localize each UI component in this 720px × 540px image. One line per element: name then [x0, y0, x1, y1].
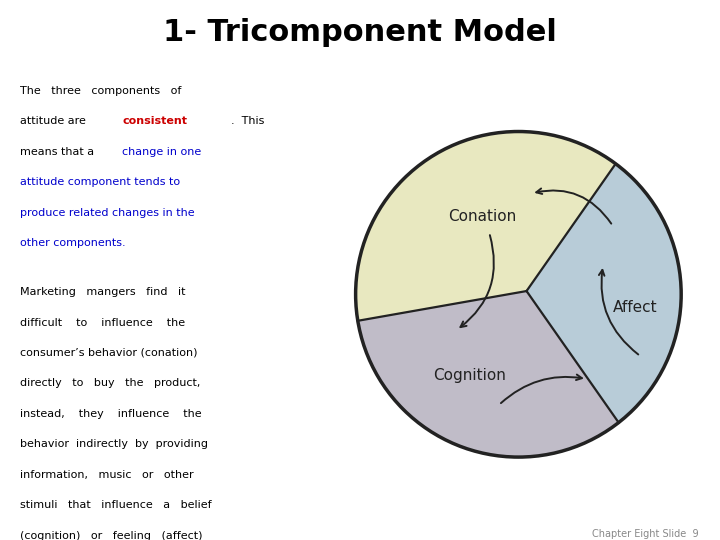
Text: Conation: Conation — [449, 208, 517, 224]
Text: .  This: . This — [231, 116, 264, 126]
Polygon shape — [358, 291, 618, 457]
Polygon shape — [356, 132, 616, 321]
Text: attitude are: attitude are — [20, 116, 89, 126]
Polygon shape — [526, 164, 681, 423]
Text: means that a: means that a — [20, 147, 98, 157]
Text: information,   music   or   other: information, music or other — [20, 470, 194, 480]
Text: other components.: other components. — [20, 238, 125, 248]
Text: Chapter Eight Slide  9: Chapter Eight Slide 9 — [592, 529, 698, 538]
Text: The   three   components   of: The three components of — [20, 86, 181, 96]
Circle shape — [356, 132, 681, 457]
Text: (cognition)   or   feeling   (affect): (cognition) or feeling (affect) — [20, 531, 202, 540]
Text: consumer’s behavior (conation): consumer’s behavior (conation) — [20, 348, 197, 358]
Text: difficult    to    influence    the: difficult to influence the — [20, 318, 185, 328]
Text: 1- Tricomponent Model: 1- Tricomponent Model — [163, 18, 557, 47]
Text: behavior  indirectly  by  providing: behavior indirectly by providing — [20, 440, 208, 449]
Text: Cognition: Cognition — [433, 368, 506, 383]
Text: Affect: Affect — [613, 300, 658, 315]
Text: consistent: consistent — [122, 116, 187, 126]
Text: produce related changes in the: produce related changes in the — [20, 208, 194, 218]
Text: change in one: change in one — [122, 147, 202, 157]
Text: attitude component tends to: attitude component tends to — [20, 177, 180, 187]
Text: Marketing   mangers   find   it: Marketing mangers find it — [20, 287, 186, 297]
Text: instead,    they    influence    the: instead, they influence the — [20, 409, 202, 419]
Text: directly   to   buy   the   product,: directly to buy the product, — [20, 379, 200, 388]
Text: stimuli   that   influence   a   belief: stimuli that influence a belief — [20, 501, 212, 510]
